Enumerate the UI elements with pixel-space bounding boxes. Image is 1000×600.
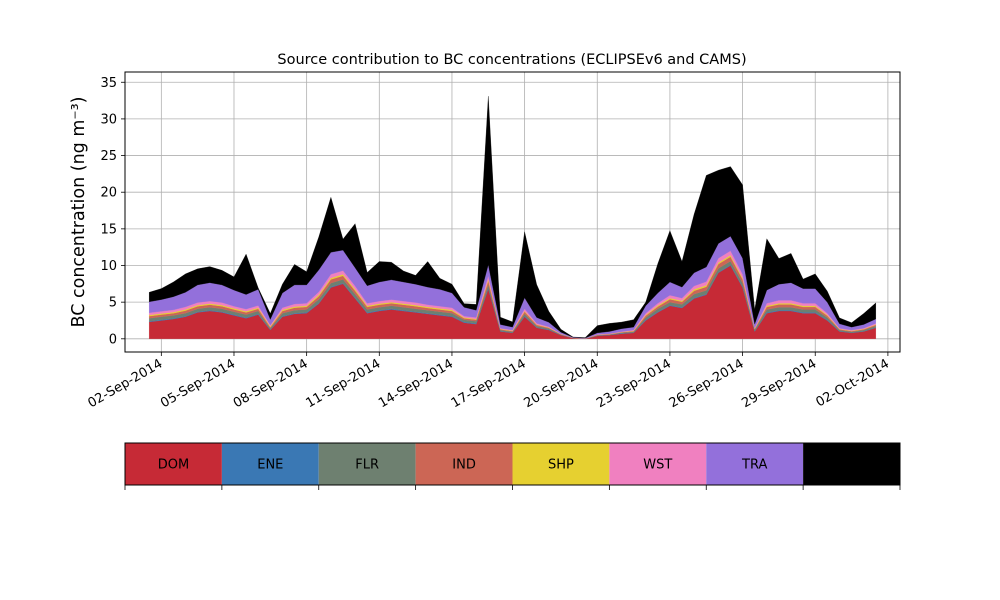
x-tick-label: 05-Sep-2014 — [158, 356, 238, 411]
x-tick-label: 26-Sep-2014 — [667, 356, 747, 411]
plot-frame — [124, 71, 901, 353]
legend-swatch-dom — [125, 443, 222, 485]
legend-label-ene: ENE — [257, 458, 283, 473]
legend-label-flr: FLR — [355, 458, 379, 473]
legend-label-wst: WST — [643, 458, 672, 473]
legend-label-dom: DOM — [158, 458, 189, 473]
legend-label-shp: SHP — [548, 458, 574, 473]
x-tick-label: 29-Sep-2014 — [739, 356, 819, 411]
legend-swatch-tra — [706, 443, 804, 485]
y-tick-label: 0 — [109, 332, 117, 347]
x-tick-label: 17-Sep-2014 — [449, 356, 529, 411]
legend-label-ind: IND — [452, 458, 476, 473]
area-bb — [149, 96, 876, 339]
y-tick-label: 25 — [100, 149, 117, 164]
x-tick-label: 02-Oct-2014 — [813, 356, 891, 410]
legend-swatch-shp — [512, 443, 610, 485]
x-tick-label: 11-Sep-2014 — [303, 356, 383, 411]
chart-title: Source contribution to BC concentrations… — [277, 52, 746, 68]
y-tick-label: 35 — [100, 76, 117, 91]
y-axis-label: BC concentration (ng m⁻³) — [69, 97, 89, 328]
x-tick-label: 20-Sep-2014 — [521, 356, 601, 411]
legend-label-tra: TRA — [741, 458, 767, 473]
legend-swatch-ene — [221, 443, 319, 485]
legend: DOM ENE FLR IND SHP WST TRA BB — [124, 442, 901, 490]
x-tick-label: 02-Sep-2014 — [86, 356, 166, 411]
y-tick-label: 5 — [109, 296, 117, 311]
stacked-areas — [149, 96, 876, 339]
x-tick-label: 14-Sep-2014 — [376, 356, 456, 411]
x-tick-label: 23-Sep-2014 — [594, 356, 674, 411]
legend-swatch-wst — [609, 443, 707, 485]
y-tick-label: 15 — [100, 222, 117, 237]
y-tick-label: 30 — [100, 112, 117, 127]
y-tick-label: 20 — [100, 186, 117, 201]
legend-swatch-flr — [318, 443, 416, 485]
x-tick-label: 08-Sep-2014 — [231, 356, 311, 411]
y-tick-label: 10 — [100, 259, 117, 274]
legend-label-bb: BB — [843, 458, 861, 473]
legend-swatch-bb — [803, 443, 900, 485]
legend-swatch-ind — [415, 443, 513, 485]
